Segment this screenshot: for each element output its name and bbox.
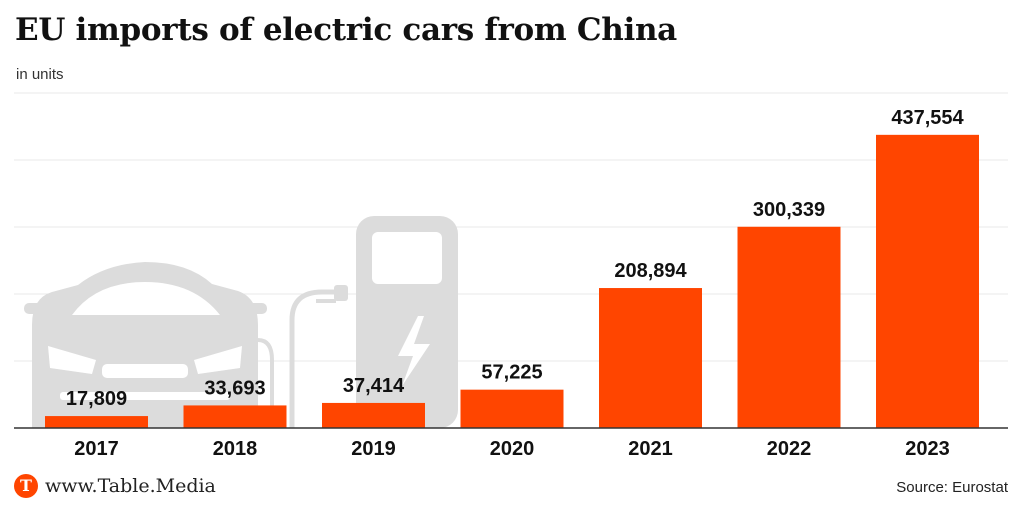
bar-chart: 17,809 33,693 37,414 57,225 208,894 300,339 43…: [14, 92, 1008, 460]
value-labels: 17,809 33,693 37,414 57,225 208,894 300,339 43…: [66, 107, 965, 410]
source-note: Source: Eurostat: [896, 479, 1008, 496]
chart-subtitle: in units: [16, 66, 64, 83]
table-media-logo-icon: T: [14, 474, 38, 498]
x-tick-label-2018: 2018: [213, 438, 258, 460]
x-tick-label-2023: 2023: [905, 438, 950, 460]
value-label-2019: 37,414: [343, 375, 405, 397]
x-tick-label-2022: 2022: [767, 438, 812, 460]
bar-2018: [183, 405, 287, 428]
x-tick-label-2019: 2019: [351, 438, 396, 460]
x-tick-labels: 2017 2018 2019 2020 2021 2022 2023: [74, 438, 950, 460]
x-tick-label-2020: 2020: [490, 438, 535, 460]
brand-url: www.Table.Media: [45, 475, 216, 497]
value-label-2022: 300,339: [753, 199, 825, 221]
bar-2022: [737, 226, 841, 428]
background-illustration: [24, 216, 458, 428]
brand: T www.Table.Media: [14, 474, 216, 498]
bars: [45, 134, 979, 429]
bar-2021: [599, 288, 702, 428]
value-label-2020: 57,225: [481, 362, 542, 384]
bar-2019: [322, 402, 425, 428]
bar-2017: [45, 416, 148, 428]
bar-2020: [460, 389, 564, 428]
charging-station-icon: [257, 216, 458, 428]
value-label-2023: 437,554: [891, 107, 964, 129]
x-tick-label-2021: 2021: [628, 438, 673, 460]
bar-2023: [876, 134, 979, 429]
value-label-2018: 33,693: [204, 377, 265, 399]
chart-title: EU imports of electric cars from China: [15, 12, 677, 48]
car-icon: [24, 262, 267, 428]
x-tick-label-2017: 2017: [74, 438, 119, 460]
value-label-2017: 17,809: [66, 388, 127, 410]
value-label-2021: 208,894: [614, 260, 687, 282]
